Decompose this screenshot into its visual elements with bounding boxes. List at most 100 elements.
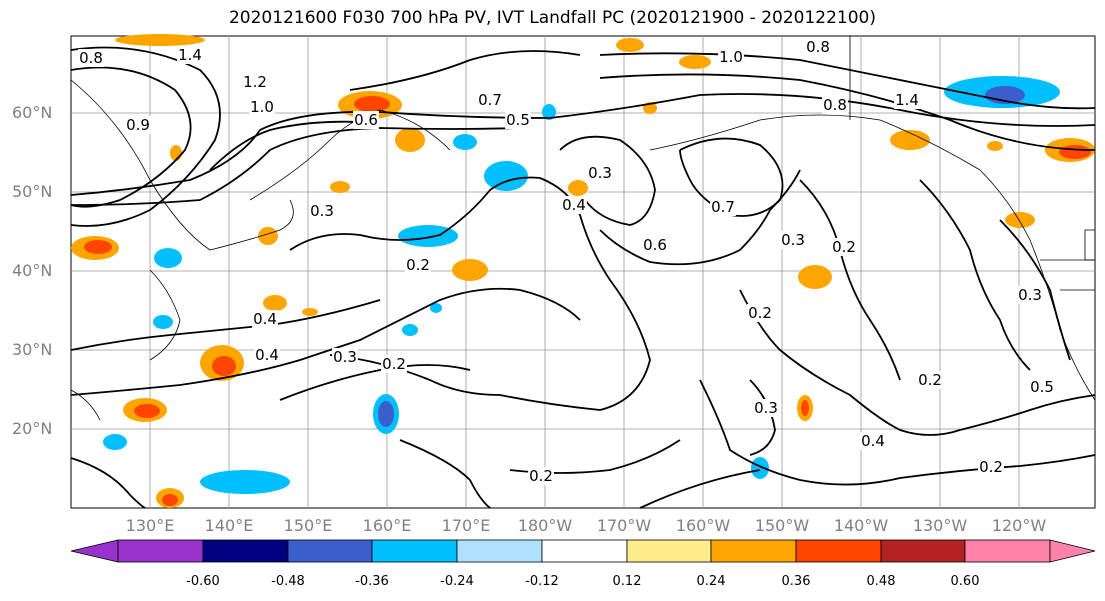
lat-label: 20°N [12, 419, 53, 438]
contour-label-halo [780, 231, 806, 249]
contour-label-halo [309, 202, 335, 220]
colorbar-cell [710, 539, 797, 563]
colorbar-tick: 0.60 [950, 574, 980, 589]
contour-label-halo [78, 49, 104, 67]
colorbar-tick: 0.12 [612, 574, 642, 589]
contour-label-halo [917, 371, 943, 389]
contour-label: 0.4 [255, 346, 279, 364]
contour-label-halo [831, 238, 857, 256]
colorbar-cell [541, 539, 628, 563]
contour-label: 0.8 [823, 96, 847, 114]
colorbar-tick: -0.48 [271, 574, 305, 589]
contour-label: 0.3 [310, 202, 334, 220]
contour-label-halo [477, 91, 503, 109]
colorbar-cell [1049, 539, 1096, 563]
contour-label-halo [125, 116, 151, 134]
contour-label: 0.3 [781, 231, 805, 249]
contour-label: 1.0 [719, 48, 743, 66]
contour-label-halo [249, 98, 275, 116]
colorbar-cell [371, 539, 458, 563]
contour-label: 0.4 [861, 432, 885, 450]
colorbar-tick: -0.36 [355, 574, 389, 589]
contour-label-halo [1029, 378, 1055, 396]
contour-label: 0.2 [832, 238, 856, 256]
contour-label: 0.8 [79, 49, 103, 67]
colorbar-cell [117, 539, 204, 563]
lon-label: 130°E [125, 516, 175, 535]
contour-label: 1.4 [178, 46, 202, 64]
lon-label: 120°W [991, 516, 1047, 535]
contour-label-halo [860, 432, 886, 450]
contour-label-halo [242, 73, 268, 91]
lon-label: 170°W [596, 516, 652, 535]
contour-label-halo [978, 458, 1004, 476]
contour-label: 0.7 [711, 198, 735, 216]
contour-label-halo [1017, 286, 1043, 304]
contour-label-halo [822, 96, 848, 114]
colorbar-cell [70, 539, 119, 563]
colorbar-cell [964, 539, 1051, 563]
contour-label-halo [332, 348, 358, 366]
lat-label: 30°N [12, 340, 53, 359]
contour-label: 0.2 [979, 458, 1003, 476]
contour-label: 1.2 [243, 73, 267, 91]
contour-label-halo [505, 111, 531, 129]
lon-label: 150°W [754, 516, 810, 535]
colorbar-tick: 0.24 [696, 574, 726, 589]
lon-label: 160°W [675, 516, 731, 535]
lat-label: 60°N [12, 103, 53, 122]
colorbar-cell [626, 539, 712, 563]
contour-label-halo [642, 236, 668, 254]
colorbar-tick: 0.48 [866, 574, 896, 589]
contour-label-halo [747, 304, 773, 322]
lon-label: 160°E [362, 516, 412, 535]
contour-label: 0.5 [506, 111, 530, 129]
lon-label: 170°E [441, 516, 491, 535]
colorbar-cell [202, 539, 289, 563]
lat-label: 40°N [12, 261, 53, 280]
colorbar-tick: -0.60 [186, 574, 220, 589]
colorbar-tick: 0.36 [781, 574, 811, 589]
contour-label-halo [710, 198, 736, 216]
contour-lines [70, 46, 1096, 509]
contour-label-halo [894, 91, 920, 109]
contour-label: 0.4 [562, 196, 586, 214]
contour-label-halo [381, 355, 407, 373]
colorbar-tick: -0.12 [525, 574, 559, 589]
contour-label: 0.2 [382, 355, 406, 373]
contour-label: 0.3 [333, 348, 357, 366]
contour-label-halo [805, 38, 831, 56]
colorbar-tick: -0.24 [440, 574, 474, 589]
contour-label: 1.4 [895, 91, 919, 109]
contour-label: 0.5 [1030, 378, 1054, 396]
contour-label-halo [587, 164, 613, 182]
contour-label-halo [405, 256, 431, 274]
shaded-patches [71, 34, 1095, 508]
contour-label: 0.2 [529, 467, 553, 485]
colorbar-cell [880, 539, 966, 563]
lon-label: 140°E [204, 516, 254, 535]
contour-label: 0.9 [126, 116, 150, 134]
contour-label-halo [561, 196, 587, 214]
contour-label-halo [753, 399, 779, 417]
contour-label-halo [528, 467, 554, 485]
contour-label: 0.7 [478, 91, 502, 109]
contour-label-halo [254, 346, 280, 364]
contour-label: 0.6 [643, 236, 667, 254]
contour-label: 0.2 [406, 256, 430, 274]
contour-label: 0.3 [1018, 286, 1042, 304]
colorbar-cell [795, 539, 882, 563]
contour-label-group: 0.8 1.4 1.2 1.0 0.9 0.6 0.5 0.7 1.0 0.8 … [78, 38, 1055, 485]
contour-label: 0.3 [754, 399, 778, 417]
contour-label: 0.4 [253, 310, 277, 328]
lon-label: 150°E [283, 516, 333, 535]
lon-label: 180°W [517, 516, 573, 535]
contour-label-halo [252, 310, 278, 328]
contour-label-halo [353, 111, 379, 129]
colorbar-cell [287, 539, 373, 563]
contour-label: 0.2 [748, 304, 772, 322]
contour-label-halo [718, 48, 744, 66]
colorbar-cell [456, 539, 543, 563]
contour-label: 1.0 [250, 98, 274, 116]
colorbar [70, 539, 1096, 563]
